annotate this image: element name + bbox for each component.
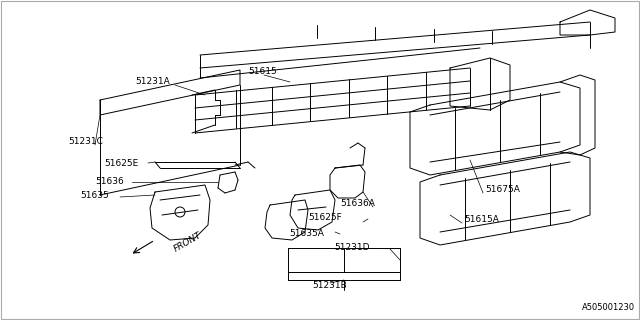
Text: 51635A: 51635A — [289, 228, 324, 237]
Text: 51231B: 51231B — [312, 281, 348, 290]
Text: 51231D: 51231D — [334, 244, 369, 252]
Text: 51231A: 51231A — [135, 77, 170, 86]
Text: 51636A: 51636A — [340, 199, 375, 209]
Text: 51625E: 51625E — [104, 158, 138, 167]
Text: FRONT: FRONT — [172, 230, 203, 253]
Text: 51635: 51635 — [80, 191, 109, 201]
Text: A505001230: A505001230 — [582, 303, 635, 312]
Text: 51615A: 51615A — [464, 215, 499, 225]
Text: 51231C: 51231C — [68, 138, 103, 147]
Text: 51636: 51636 — [95, 177, 124, 186]
Text: 51625F: 51625F — [308, 213, 342, 222]
Text: 51615: 51615 — [248, 68, 276, 76]
Text: 51675A: 51675A — [485, 186, 520, 195]
